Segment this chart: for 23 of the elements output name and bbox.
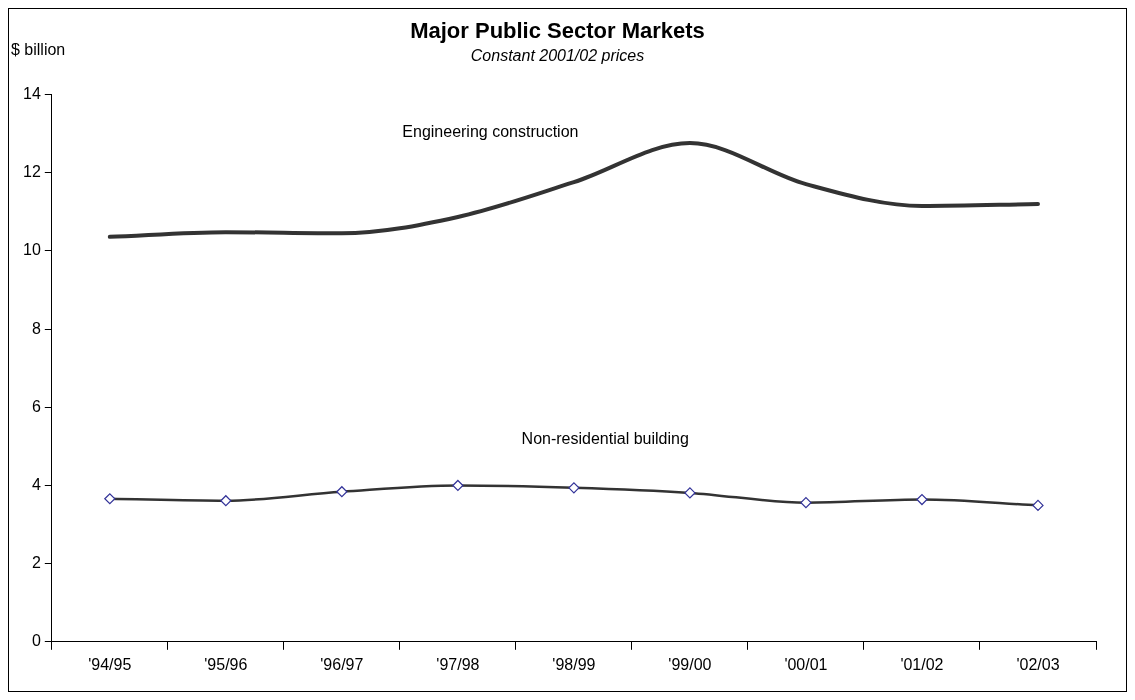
y-tick-label: 12 (23, 163, 41, 181)
x-tick-label: '98/99 (552, 655, 596, 673)
y-tick-label: 2 (31, 554, 41, 572)
text: Engineering construction (402, 123, 579, 141)
x-tick-label: '97/98 (436, 655, 480, 673)
x-tick-label: '02/03 (1016, 655, 1060, 673)
line-series (107, 141, 1040, 239)
text: Non-residential building (521, 429, 689, 447)
chart-subtitle: Constant 2001/02 prices (470, 47, 645, 65)
y-tick-label: 0 (31, 632, 41, 650)
y-axis-title: $ billion (11, 41, 66, 59)
y-tick-label: 8 (31, 319, 41, 337)
x-tick-label: '95/96 (204, 655, 248, 673)
y-tick-label: 14 (23, 85, 41, 103)
x-tick-label: '94/95 (88, 655, 132, 673)
y-tick-label: 10 (23, 241, 41, 259)
x-tick-label: '00/01 (784, 655, 828, 673)
x-tick-label: '99/00 (668, 655, 712, 673)
x-tick-label: '96/97 (320, 655, 364, 673)
y-tick-label: 6 (31, 397, 41, 415)
x-tick-label: '01/02 (900, 655, 944, 673)
y-tick-label: 4 (31, 475, 41, 493)
chart-title: Major Public Sector Markets (410, 18, 705, 44)
